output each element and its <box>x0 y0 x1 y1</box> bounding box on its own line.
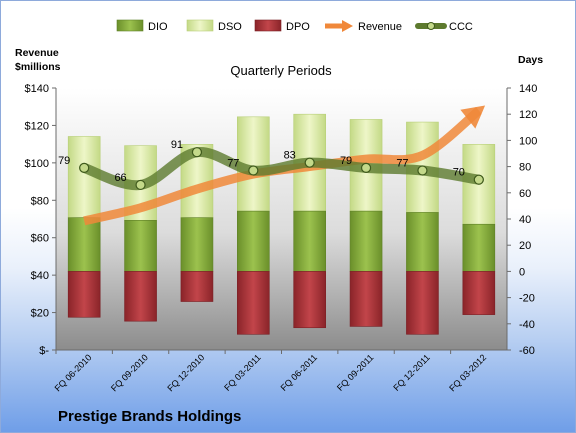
legend-dpo-label: DPO <box>286 21 310 33</box>
legend-ccc-marker <box>427 22 435 30</box>
dso-bar <box>462 144 496 225</box>
dpo-bar <box>293 271 326 329</box>
left-axis-tick-label: $20 <box>31 308 49 320</box>
right-axis-tick-label: -20 <box>519 293 535 305</box>
chart-title: Quarterly Periods <box>230 63 332 78</box>
dio-bar <box>124 220 157 272</box>
ccc-data-label: 66 <box>114 172 126 184</box>
ccc-marker <box>473 174 484 185</box>
x-axis-tick-label: FQ 03-2011 <box>222 352 263 393</box>
legend-dso-label: DSO <box>218 21 242 33</box>
dpo-bar <box>462 271 496 315</box>
right-axis-tick-label: 20 <box>519 240 531 252</box>
ccc-marker <box>360 162 372 174</box>
x-axis-tick-label: FQ 12-2011 <box>391 352 432 393</box>
left-axis-tick-label: $120 <box>25 120 49 132</box>
right-axis-tick-label: -60 <box>519 345 535 357</box>
right-axis-tick-label: 0 <box>519 266 525 278</box>
dpo-bar <box>406 271 439 335</box>
dio-bar <box>237 210 270 272</box>
right-axis-title: Days <box>518 54 543 66</box>
legend-ccc-label: CCC <box>449 21 473 33</box>
legend-dio-label: DIO <box>148 21 168 33</box>
company-name: Prestige Brands Holdings <box>58 408 242 425</box>
legend-dio-swatch <box>116 19 144 32</box>
ccc-data-label: 79 <box>58 155 70 167</box>
right-axis-tick-label: 80 <box>519 162 531 174</box>
right-axis-tick-label: 100 <box>519 135 537 147</box>
right-axis-tick-label: 120 <box>519 109 537 121</box>
ccc-line <box>79 147 484 191</box>
ccc-data-label: 83 <box>284 150 296 162</box>
left-axis-tick-label: $40 <box>31 270 49 282</box>
dpo-bar <box>237 271 270 335</box>
legend-revenue-label: Revenue <box>358 21 402 33</box>
x-axis-tick-label: FQ 09-2010 <box>109 352 150 393</box>
ccc-marker <box>304 157 315 168</box>
dpo-bar <box>67 271 101 318</box>
right-axis-tick-label: 140 <box>519 83 537 95</box>
dio-bar <box>349 210 383 272</box>
ccc-data-label: 79 <box>340 155 352 167</box>
dpo-bar <box>349 271 383 327</box>
left-axis-tick-label: $100 <box>25 158 49 170</box>
legend-dso-swatch <box>186 19 214 32</box>
left-axis-tick-label: $60 <box>31 233 49 245</box>
left-axis-tick-label: $- <box>39 345 49 357</box>
dio-bar <box>406 212 439 272</box>
x-axis-tick-label: FQ 06-2011 <box>279 352 320 393</box>
ccc-marker <box>135 179 146 191</box>
x-axis-tick-label: FQ 09-2011 <box>335 352 376 393</box>
legend-revenue-arrowhead <box>342 20 353 32</box>
dio-bar <box>180 217 214 272</box>
ccc-data-label: 91 <box>171 139 183 151</box>
right-axis-tick-label: 40 <box>519 214 531 226</box>
left-axis-tick-label: $140 <box>25 83 49 95</box>
right-axis-tick-label: -40 <box>519 319 535 331</box>
revenue-arrowhead <box>460 105 486 129</box>
dpo-bar <box>124 271 157 322</box>
dio-bar <box>293 210 326 272</box>
ccc-data-label: 70 <box>453 167 465 179</box>
right-axis-tick-label: 60 <box>519 188 531 200</box>
left-axis-tick-label: $80 <box>31 195 49 207</box>
dio-bar <box>462 223 496 272</box>
ccc-marker <box>191 147 203 158</box>
ccc-data-label: 77 <box>396 158 408 170</box>
legend-dpo-swatch <box>254 19 282 32</box>
ccc-data-label: 77 <box>227 158 239 170</box>
ccc-marker <box>79 162 90 174</box>
x-axis-tick-label: FQ 12-2010 <box>165 352 206 393</box>
left-axis-title-line1: Revenue <box>15 47 59 59</box>
x-axis-tick-label: FQ 06-2010 <box>53 352 94 393</box>
plot-area <box>56 88 507 350</box>
left-axis-title-line2: $millions <box>15 61 61 73</box>
dpo-bar <box>180 271 214 302</box>
ccc-marker <box>248 165 259 176</box>
dio-bar <box>67 217 101 272</box>
x-axis-tick-label: FQ 03-2012 <box>447 352 488 393</box>
ccc-marker <box>417 165 428 176</box>
